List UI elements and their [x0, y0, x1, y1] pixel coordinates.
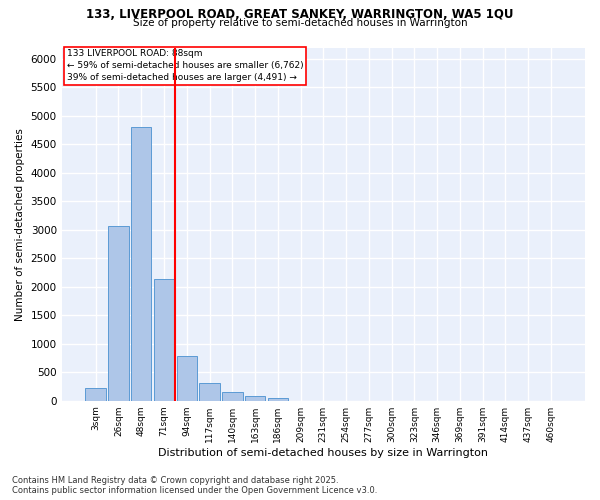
- Bar: [131, 128, 151, 400]
- Text: 133, LIVERPOOL ROAD, GREAT SANKEY, WARRINGTON, WA5 1QU: 133, LIVERPOOL ROAD, GREAT SANKEY, WARRI…: [86, 8, 514, 20]
- Text: Size of property relative to semi-detached houses in Warrington: Size of property relative to semi-detach…: [133, 18, 467, 28]
- Bar: [176, 356, 197, 401]
- Bar: [245, 396, 265, 400]
- Text: 133 LIVERPOOL ROAD: 88sqm
← 59% of semi-detached houses are smaller (6,762)
39% : 133 LIVERPOOL ROAD: 88sqm ← 59% of semi-…: [67, 50, 304, 82]
- Bar: [154, 280, 174, 400]
- Bar: [85, 388, 106, 400]
- Y-axis label: Number of semi-detached properties: Number of semi-detached properties: [15, 128, 25, 320]
- Bar: [199, 383, 220, 400]
- Bar: [108, 226, 129, 400]
- Text: Contains HM Land Registry data © Crown copyright and database right 2025.
Contai: Contains HM Land Registry data © Crown c…: [12, 476, 377, 495]
- X-axis label: Distribution of semi-detached houses by size in Warrington: Distribution of semi-detached houses by …: [158, 448, 488, 458]
- Bar: [268, 398, 288, 400]
- Bar: [222, 392, 242, 400]
